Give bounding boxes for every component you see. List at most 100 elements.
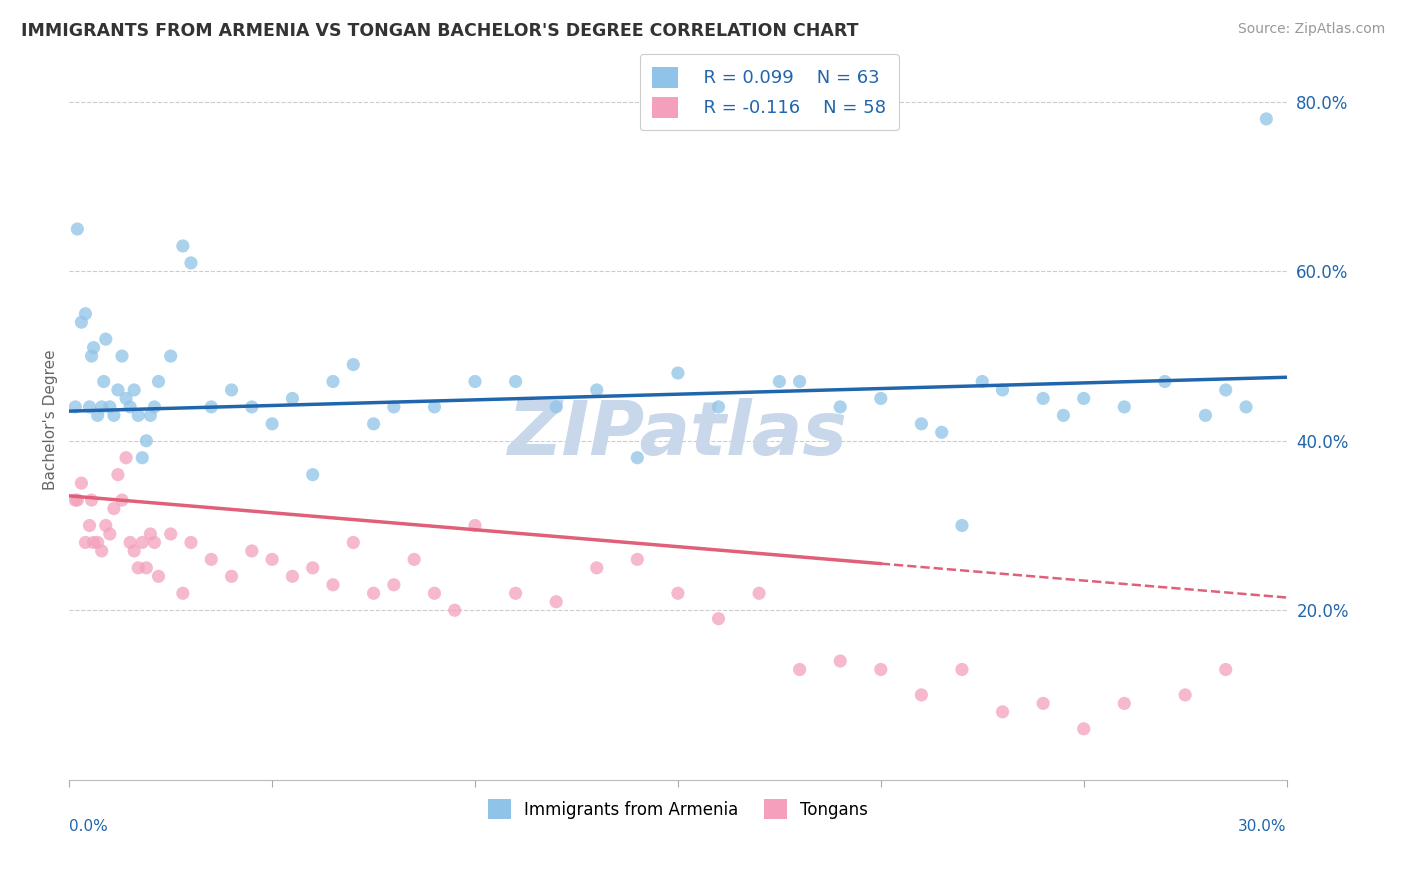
Point [131, 450, 153, 465]
Point [869, 392, 891, 406]
Point [143, 400, 166, 414]
Point [180, 535, 202, 549]
Point [66, 493, 89, 508]
Point [221, 569, 243, 583]
Point [991, 383, 1014, 397]
Point [240, 400, 263, 414]
Point [148, 569, 170, 583]
Point [115, 450, 138, 465]
Point [830, 654, 852, 668]
Point [363, 417, 385, 431]
Point [1052, 409, 1074, 423]
Point [707, 612, 730, 626]
Point [172, 586, 194, 600]
Point [404, 552, 426, 566]
Point [301, 561, 323, 575]
Text: Source: ZipAtlas.com: Source: ZipAtlas.com [1237, 22, 1385, 37]
Point [127, 409, 149, 423]
Point [281, 569, 304, 583]
Point [139, 409, 162, 423]
Point [931, 425, 953, 440]
Point [322, 375, 344, 389]
Point [70, 315, 93, 329]
Point [382, 578, 405, 592]
Point [626, 450, 648, 465]
Point [98, 400, 121, 414]
Point [111, 493, 134, 508]
Text: 0.0%: 0.0% [69, 819, 108, 834]
Point [66, 222, 89, 236]
Point [135, 434, 157, 448]
Point [120, 400, 142, 414]
Point [221, 383, 243, 397]
Point [464, 375, 486, 389]
Point [281, 392, 304, 406]
Point [122, 544, 145, 558]
Point [1032, 697, 1054, 711]
Point [159, 349, 181, 363]
Point [950, 518, 973, 533]
Point [972, 375, 994, 389]
Point [115, 392, 138, 406]
Point [135, 561, 157, 575]
Point [910, 417, 932, 431]
Point [423, 586, 446, 600]
Point [382, 400, 405, 414]
Point [262, 417, 284, 431]
Point [90, 544, 112, 558]
Point [180, 256, 202, 270]
Point [1114, 400, 1136, 414]
Point [94, 518, 117, 533]
Point [423, 400, 446, 414]
Point [159, 527, 181, 541]
Point [65, 493, 87, 508]
Point [1194, 409, 1216, 423]
Point [200, 400, 222, 414]
Point [1114, 697, 1136, 711]
Point [505, 375, 527, 389]
Point [626, 552, 648, 566]
Text: 30.0%: 30.0% [1239, 819, 1286, 834]
Point [172, 239, 194, 253]
Point [363, 586, 385, 600]
Point [127, 561, 149, 575]
Point [79, 518, 101, 533]
Point [86, 535, 108, 549]
Point [80, 493, 103, 508]
Point [342, 358, 364, 372]
Point [94, 332, 117, 346]
Point [768, 375, 790, 389]
Point [1174, 688, 1197, 702]
Point [148, 375, 170, 389]
Point [107, 383, 129, 397]
Point [748, 586, 770, 600]
Point [103, 501, 125, 516]
Point [65, 400, 87, 414]
Point [98, 527, 121, 541]
Point [1073, 722, 1095, 736]
Point [342, 535, 364, 549]
Point [464, 518, 486, 533]
Point [1256, 112, 1278, 126]
Point [122, 383, 145, 397]
Point [789, 375, 811, 389]
Point [70, 476, 93, 491]
Text: ZIPatlas: ZIPatlas [508, 398, 848, 470]
Point [107, 467, 129, 482]
Point [666, 586, 689, 600]
Point [991, 705, 1014, 719]
Point [83, 535, 105, 549]
Point [80, 349, 103, 363]
Point [869, 663, 891, 677]
Point [666, 366, 689, 380]
Point [240, 544, 263, 558]
Point [546, 400, 568, 414]
Point [131, 535, 153, 549]
Point [1032, 392, 1054, 406]
Point [585, 383, 607, 397]
Point [1215, 663, 1237, 677]
Point [139, 527, 162, 541]
Point [90, 400, 112, 414]
Point [200, 552, 222, 566]
Point [86, 409, 108, 423]
